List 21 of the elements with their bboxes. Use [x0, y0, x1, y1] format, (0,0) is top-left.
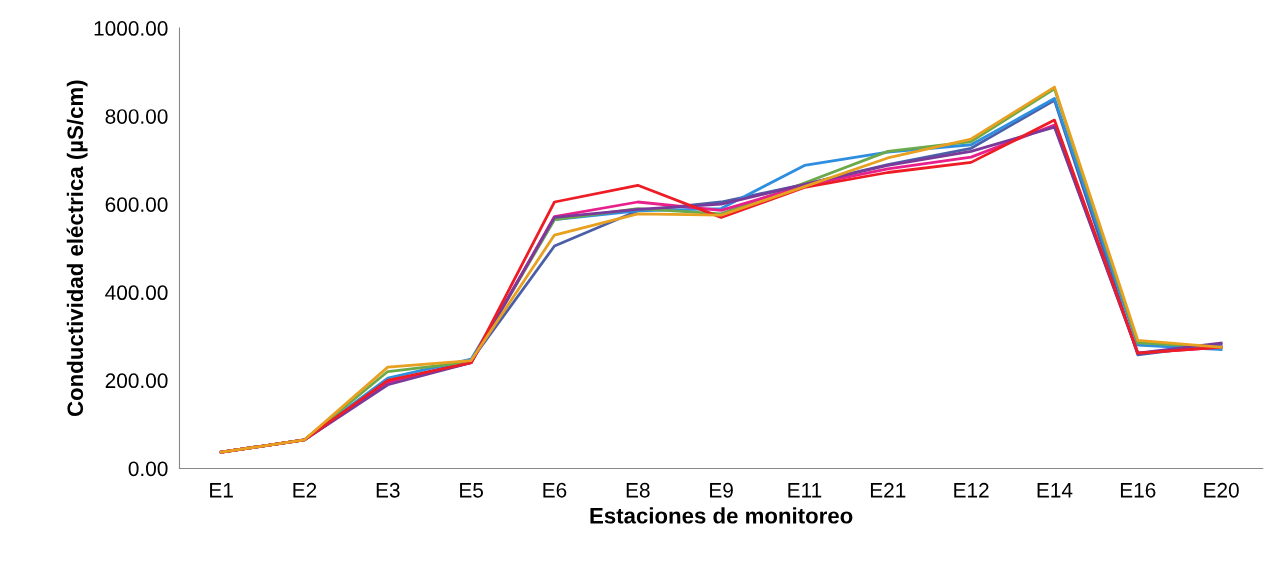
x-tick-label: E1: [210, 483, 233, 498]
x-tick-label: E8: [626, 482, 650, 498]
x-tick-label: E3: [376, 482, 400, 498]
y-tick-label: 1000.00: [94, 21, 168, 36]
x-tick-label: E16: [1120, 482, 1156, 498]
x-tick-label: E21: [870, 482, 906, 498]
y-tick-label: 600.00: [105, 197, 168, 212]
x-tick-label: E2: [293, 482, 317, 498]
y-tick-label: 0.00: [128, 461, 168, 477]
x-tick-label: E11: [788, 483, 822, 498]
y-tick-label: 400.00: [105, 285, 168, 301]
x-tick-label: E5: [460, 483, 483, 498]
y-tick-label: 800.00: [105, 109, 168, 124]
x-axis-title: Estaciones de monitoreo: [590, 507, 853, 524]
y-axis-title: Conductividad eléctrica (µS/cm): [66, 80, 88, 417]
x-tick-label: E20: [1204, 482, 1239, 498]
y-tick-label: 200.00: [105, 373, 168, 389]
x-tick-label: E6: [543, 482, 567, 498]
x-tick-label: E12: [954, 482, 989, 498]
x-tick-label: E14: [1037, 483, 1073, 498]
x-tick-label: E9: [710, 482, 733, 498]
